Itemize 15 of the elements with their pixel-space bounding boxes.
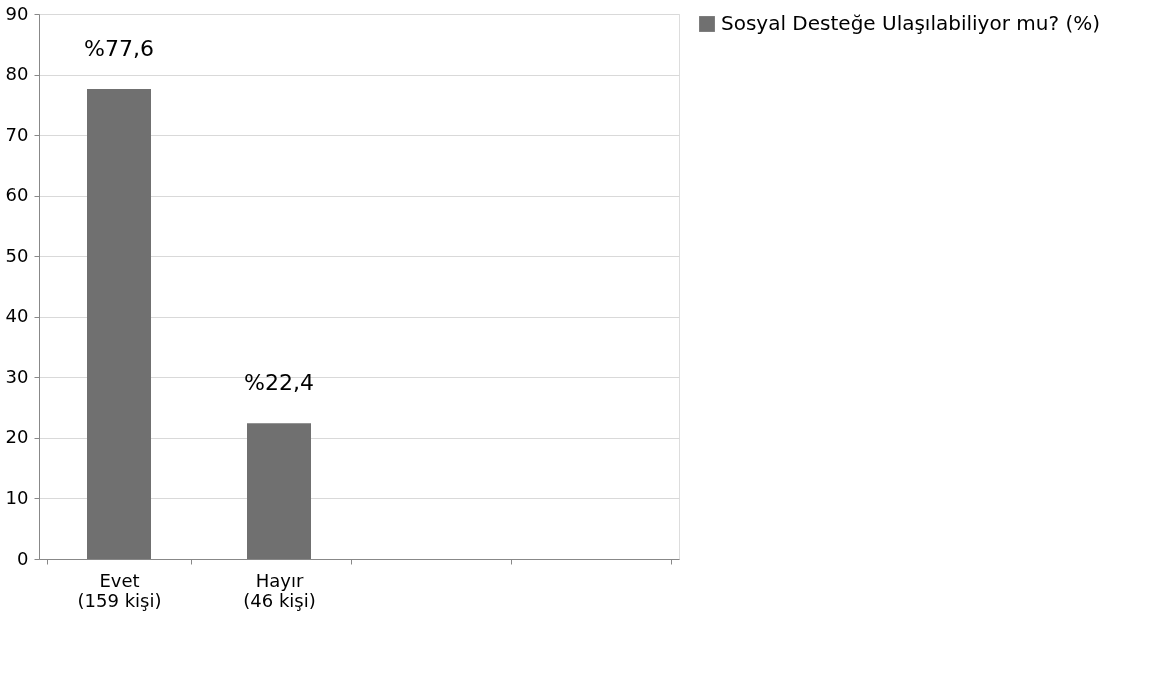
y-tick-label: 40: [5, 305, 29, 327]
y-tick-label: 20: [5, 426, 29, 448]
y-tick-label: 80: [5, 63, 29, 85]
y-tick-label: 60: [5, 184, 29, 206]
x-tick-label: Evet (159 kişi): [77, 569, 162, 611]
y-tick-label: 10: [5, 486, 29, 508]
data-label: %77,6: [84, 36, 154, 62]
y-tick-label: 90: [5, 2, 29, 24]
x-tick-label: Hayır (46 kişi): [243, 569, 316, 611]
y-tick-label: 30: [5, 365, 29, 387]
y-tick-label: 0: [17, 547, 29, 569]
y-tick-label: 50: [5, 244, 29, 266]
data-label: %22,4: [244, 370, 314, 396]
y-tick-label: 70: [5, 123, 29, 145]
legend-label: Sosyal Desteğe Ulaşılabiliyor mu? (%): [721, 11, 1100, 35]
